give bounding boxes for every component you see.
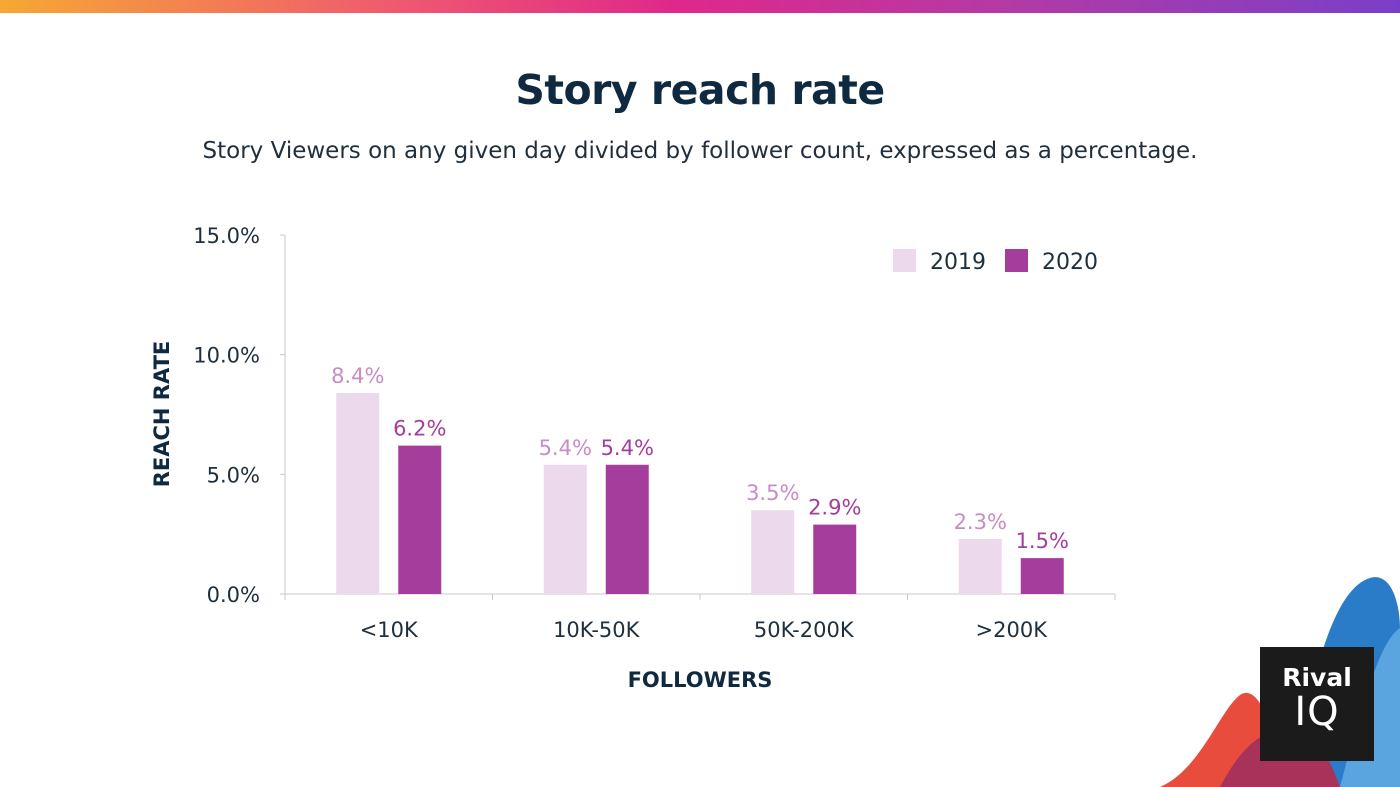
data-label-2019: 5.4% — [539, 436, 592, 460]
legend-label-2019: 2019 — [930, 250, 986, 275]
data-label-2020: 2.9% — [808, 496, 861, 520]
chart-subtitle: Story Viewers on any given day divided b… — [202, 138, 1198, 164]
chart-title: Story reach rate — [515, 66, 885, 114]
x-axis-title: FOLLOWERS — [628, 668, 773, 692]
bar-2020 — [1020, 558, 1064, 594]
y-axis-title: REACH RATE — [150, 341, 174, 488]
data-label-2019: 8.4% — [331, 364, 384, 388]
rival-iq-logo: Rival IQ — [1260, 647, 1374, 761]
legend-label-2020: 2020 — [1042, 250, 1098, 275]
y-tick-label: 10.0% — [193, 344, 260, 368]
x-tick-label: <10K — [360, 618, 419, 642]
logo-line1: Rival — [1282, 663, 1352, 692]
data-label-2020: 1.5% — [1016, 529, 1069, 553]
bar-2020 — [605, 464, 649, 594]
bar-2019 — [336, 392, 380, 594]
x-tick-label: 50K-200K — [754, 618, 855, 642]
data-label-2019: 2.3% — [954, 510, 1007, 534]
bar-2019 — [751, 510, 795, 594]
y-tick-label: 15.0% — [193, 224, 260, 248]
bar-2019 — [543, 464, 587, 594]
x-tick-label: 10K-50K — [553, 618, 641, 642]
x-tick-label: >200K — [976, 618, 1049, 642]
data-label-2020: 5.4% — [601, 436, 654, 460]
top-gradient-bar — [0, 0, 1400, 13]
data-label-2020: 6.2% — [393, 417, 446, 441]
y-tick-label: 0.0% — [207, 583, 260, 607]
legend-swatch-2019 — [893, 249, 916, 272]
data-label-2019: 3.5% — [746, 481, 799, 505]
bar-2020 — [398, 445, 442, 594]
legend-swatch-2020 — [1005, 249, 1028, 272]
y-tick-label: 5.0% — [207, 463, 260, 487]
logo-line2: IQ — [1294, 689, 1340, 735]
bar-2019 — [958, 538, 1002, 594]
bar-2020 — [813, 524, 857, 594]
